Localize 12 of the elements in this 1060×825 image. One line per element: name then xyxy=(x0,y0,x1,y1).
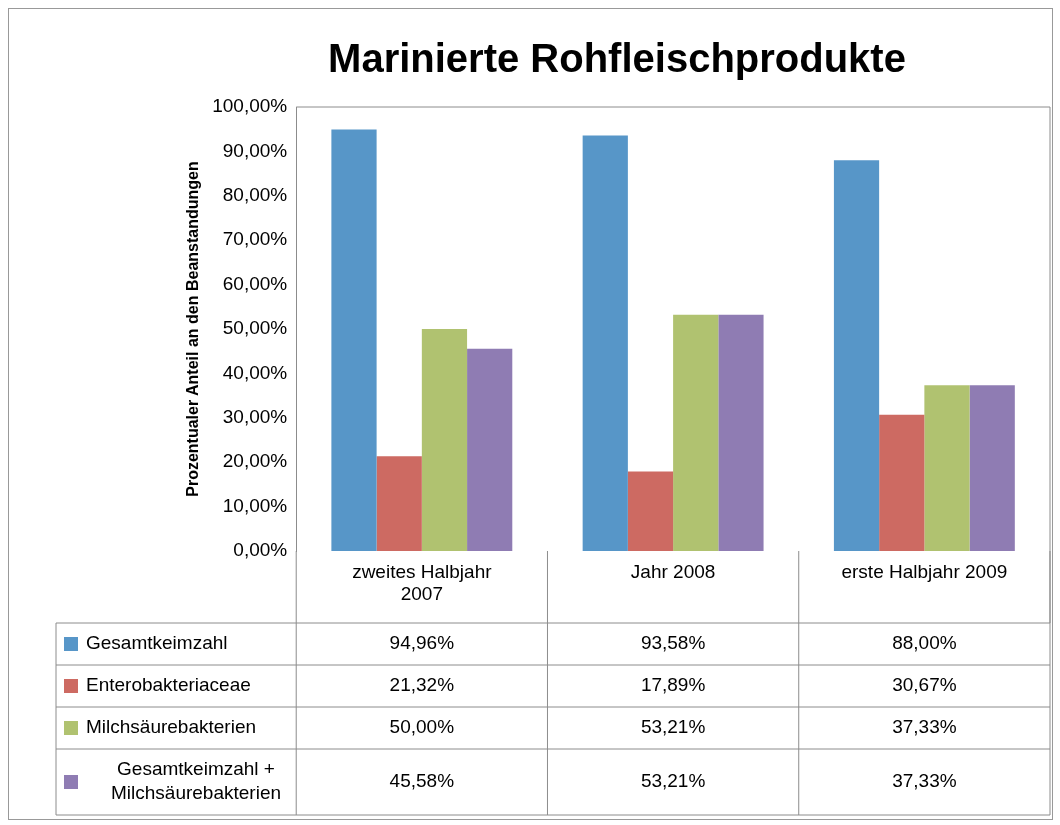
y-tick-label: 10,00% xyxy=(222,494,288,516)
y-tick-label: 70,00% xyxy=(222,228,288,250)
y-tick-label: 30,00% xyxy=(222,406,288,428)
y-axis-title: Prozentualer Anteil an den Beanstandungen xyxy=(184,161,202,497)
y-tick-label: 40,00% xyxy=(222,361,288,383)
y-tick-label: 20,00% xyxy=(222,450,288,472)
chart-title: Marinierte Rohfleischprodukte xyxy=(328,36,906,81)
y-tick-label: 90,00% xyxy=(222,139,288,161)
y-tick-label: 50,00% xyxy=(222,317,288,339)
y-tick-label: 80,00% xyxy=(222,184,288,206)
y-tick-label: 60,00% xyxy=(222,272,288,294)
y-tick-label: 100,00% xyxy=(212,95,288,117)
